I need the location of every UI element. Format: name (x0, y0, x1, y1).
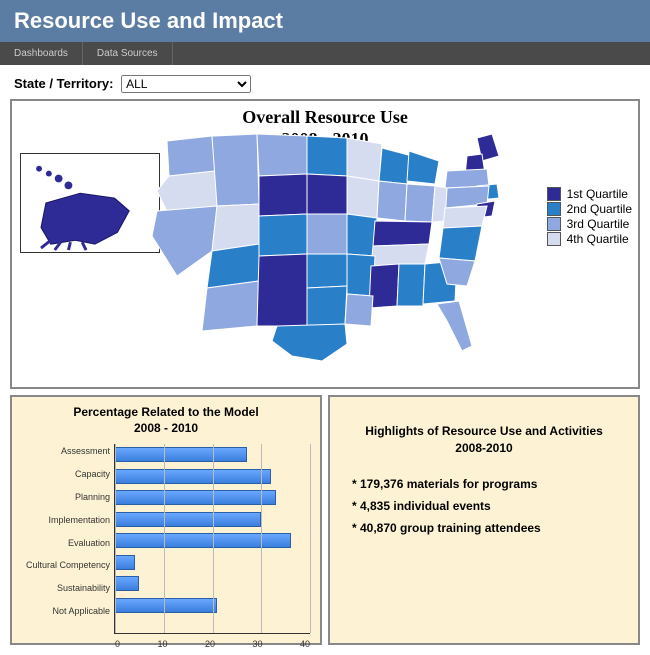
navbar: Dashboards Data Sources (0, 42, 650, 65)
page-title: Resource Use and Impact (14, 8, 283, 33)
highlights-panel: Highlights of Resource Use and Activitie… (328, 395, 640, 645)
legend-q3: 3rd Quartile (547, 217, 632, 231)
highlights-title: Highlights of Resource Use and Activitie… (340, 423, 628, 457)
chart-bars-zone: 010203040 (114, 444, 310, 634)
bar-chart-panel: Percentage Related to the Model2008 - 20… (10, 395, 322, 645)
page-header: Resource Use and Impact (0, 0, 650, 42)
legend-q1: 1st Quartile (547, 187, 632, 201)
chart-category-label: Capacity (22, 469, 110, 479)
map-legend: 1st Quartile 2nd Quartile 3rd Quartile 4… (547, 186, 632, 247)
chart-x-ticks: 0 10 20 30 40 (115, 639, 310, 649)
chart-bar[interactable] (115, 512, 261, 527)
filter-label: State / Territory: (14, 76, 113, 91)
chart-x-tick: 10 (157, 639, 167, 649)
chart-bar[interactable] (115, 533, 291, 548)
chart-bar[interactable] (115, 576, 139, 591)
nav-item-dashboards[interactable]: Dashboards (0, 42, 83, 65)
chart-category-label: Sustainability (22, 583, 110, 593)
nav-item-data-sources[interactable]: Data Sources (83, 42, 173, 65)
chart-bar[interactable] (115, 469, 271, 484)
chart-title: Percentage Related to the Model2008 - 20… (22, 405, 310, 436)
chart-category-label: Not Applicable (22, 606, 110, 616)
chart-bar[interactable] (115, 598, 217, 613)
highlights-body: * 179,376 materials for programs * 4,835 … (340, 477, 628, 535)
chart-category-label: Assessment (22, 446, 110, 456)
filter-row: State / Territory: ALL (0, 65, 650, 99)
chart-x-tick: 0 (115, 639, 120, 649)
chart-bar[interactable] (115, 447, 247, 462)
map-inset-alaska-hawaii (20, 153, 160, 253)
highlight-item: * 179,376 materials for programs (352, 477, 628, 491)
state-select[interactable]: ALL (121, 75, 251, 93)
map-panel: Overall Resource Use2008 - 2010 (10, 99, 640, 389)
chart-x-tick: 40 (300, 639, 310, 649)
us-choropleth-map[interactable] (147, 126, 537, 361)
legend-q2: 2nd Quartile (547, 202, 632, 216)
chart-x-tick: 20 (205, 639, 215, 649)
chart-category-label: Cultural Competency (22, 560, 110, 570)
chart-bar[interactable] (115, 555, 135, 570)
chart-category-label: Implementation (22, 515, 110, 525)
chart-x-tick: 30 (252, 639, 262, 649)
chart-y-labels: Assessment Capacity Planning Implementation… (22, 444, 114, 634)
chart-category-label: Planning (22, 492, 110, 502)
legend-q4: 4th Quartile (547, 232, 632, 246)
chart-category-label: Evaluation (22, 538, 110, 548)
highlight-item: * 40,870 group training attendees (352, 521, 628, 535)
highlight-item: * 4,835 individual events (352, 499, 628, 513)
chart-bar[interactable] (115, 490, 276, 505)
